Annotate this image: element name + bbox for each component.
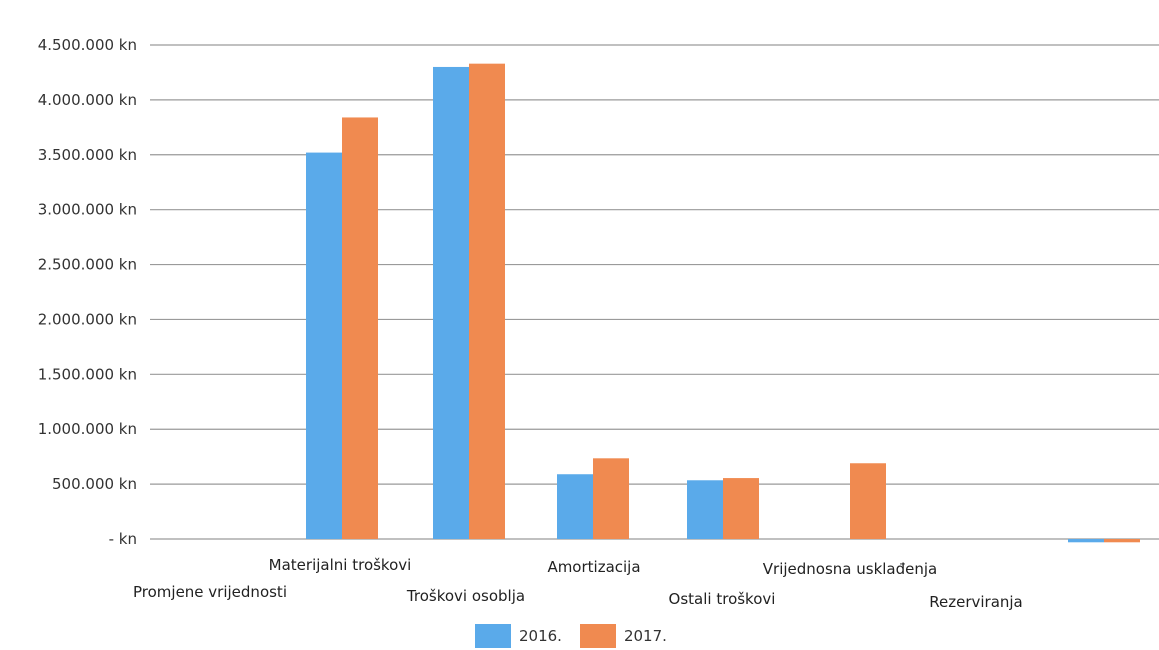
bar-2017-4 (723, 478, 759, 539)
y-tick-label: 2.500.000 kn (38, 256, 137, 274)
legend-label-2017: 2017. (623, 627, 667, 645)
x-category-label: Vrijednosna usklađenja (763, 560, 937, 578)
x-category-label: Promjene vrijednosti (133, 583, 287, 601)
legend-item-2016: 2016. (475, 624, 562, 648)
legend-item-2017: 2017. (579, 624, 667, 648)
x-axis-category-labels: Promjene vrijednosti Materijalni troškovi… (133, 556, 1023, 611)
bar-2017-1 (342, 117, 378, 539)
y-tick-label: 500.000 kn (52, 475, 137, 493)
y-tick-label: 4.000.000 kn (38, 91, 137, 109)
bar-2016-1 (306, 152, 342, 540)
bar-2016-3 (557, 474, 593, 539)
legend-swatch-2017 (579, 624, 616, 648)
bar-2017-2 (469, 63, 505, 539)
y-tick-label: 3.000.000 kn (38, 201, 137, 219)
bar-2017-5 (850, 463, 886, 539)
y-tick-label: - kn (109, 530, 137, 548)
y-tick-label: 3.500.000 kn (38, 146, 137, 164)
legend-swatch-2016 (475, 624, 511, 648)
bar-2016-2 (433, 66, 469, 539)
legend-label-2016: 2016. (519, 627, 562, 645)
x-category-label: Troškovi osoblja (406, 587, 525, 605)
bars (306, 63, 1140, 543)
y-tick-label: 1.500.000 kn (38, 365, 137, 383)
bar-2017-7 (1104, 539, 1140, 543)
y-tick-label: 2.000.000 kn (38, 310, 137, 328)
bar-2016-7 (1068, 539, 1104, 543)
x-category-label: Rezerviranja (929, 593, 1023, 611)
y-axis-tick-labels: 4.500.000 kn 4.000.000 kn 3.500.000 kn 3.00… (38, 36, 137, 548)
legend: 2016. 2017. (475, 624, 667, 648)
y-tick-label: 1.000.000 kn (38, 420, 137, 438)
x-category-label: Amortizacija (547, 558, 640, 576)
x-category-label: Ostali troškovi (669, 590, 776, 608)
gridlines (150, 44, 1159, 540)
bar-2016-4 (687, 480, 723, 539)
y-tick-label: 4.500.000 kn (38, 36, 137, 54)
x-category-label: Materijalni troškovi (269, 556, 412, 574)
bar-2017-3 (593, 458, 629, 539)
